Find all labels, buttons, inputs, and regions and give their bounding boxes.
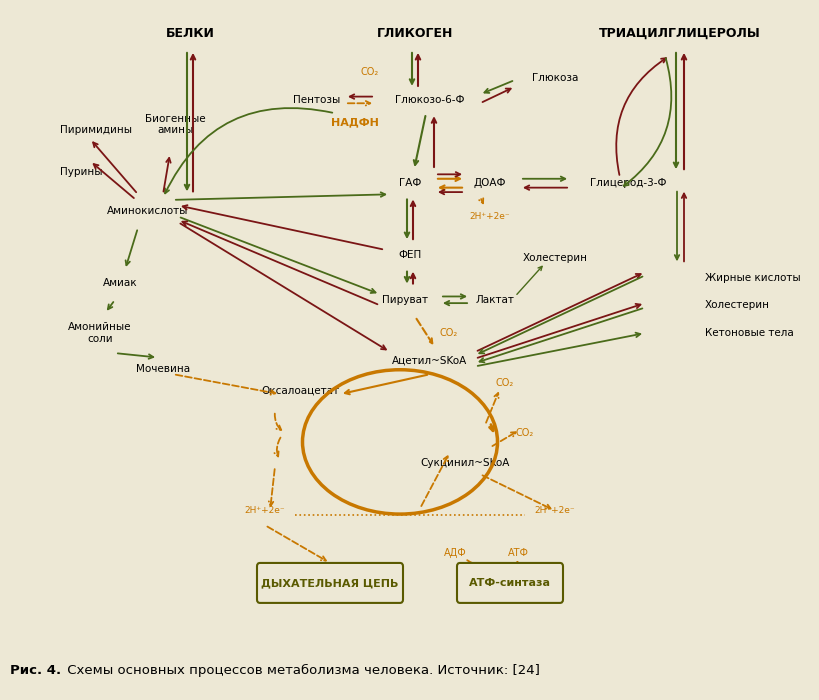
Text: Оксалоацетат: Оксалоацетат <box>261 386 339 396</box>
Text: Амиак: Амиак <box>102 278 138 288</box>
FancyBboxPatch shape <box>257 563 403 603</box>
Text: ТРИАЦИЛГЛИЦЕРОЛЫ: ТРИАЦИЛГЛИЦЕРОЛЫ <box>600 27 761 40</box>
Text: ДОАФ: ДОАФ <box>473 178 506 188</box>
Text: Глицерод-3-Ф: Глицерод-3-Ф <box>590 178 667 188</box>
Text: Сукцинил~SKoA: Сукцинил~SKoA <box>420 458 509 468</box>
Text: CO₂: CO₂ <box>495 378 514 388</box>
FancyBboxPatch shape <box>457 563 563 603</box>
Text: НАДФН: НАДФН <box>331 117 379 127</box>
Text: Пентозы: Пентозы <box>292 95 340 105</box>
Text: Пурины: Пурины <box>60 167 102 177</box>
Text: Биогенные
амины: Биогенные амины <box>145 113 206 135</box>
Text: Глюкозо-6-Ф: Глюкозо-6-Ф <box>396 95 464 105</box>
Text: Ацетил~SKoA: Ацетил~SKoA <box>392 356 468 366</box>
Text: CO₂: CO₂ <box>440 328 459 338</box>
Text: Жирные кислоты: Жирные кислоты <box>705 272 801 283</box>
Text: Лактат: Лактат <box>476 295 514 304</box>
Text: ДЫХАТЕЛЬНАЯ ЦЕПЬ: ДЫХАТЕЛЬНАЯ ЦЕПЬ <box>261 578 399 588</box>
Text: ГАФ: ГАФ <box>399 178 421 188</box>
Text: 2H⁺+2e⁻: 2H⁺+2e⁻ <box>469 212 510 221</box>
Text: CO₂: CO₂ <box>515 428 533 438</box>
Text: БЕЛКИ: БЕЛКИ <box>165 27 215 40</box>
Text: Холестерин: Холестерин <box>523 253 587 262</box>
Text: 2H⁺+2e⁻: 2H⁺+2e⁻ <box>535 506 575 515</box>
Text: Пиримидины: Пиримидины <box>60 125 132 135</box>
Text: ФЕП: ФЕП <box>398 251 422 260</box>
Text: АДФ: АДФ <box>444 548 466 558</box>
Text: Рис. 4.: Рис. 4. <box>10 664 61 677</box>
Text: Аминокислоты: Аминокислоты <box>107 206 188 216</box>
Text: Амонийные
соли: Амонийные соли <box>68 322 132 344</box>
Text: Мочевина: Мочевина <box>136 363 190 374</box>
Text: Пируват: Пируват <box>382 295 428 304</box>
Text: Глюкоза: Глюкоза <box>532 73 578 83</box>
Text: АТФ-синтаза: АТФ-синтаза <box>469 578 551 588</box>
Text: CO₂: CO₂ <box>361 67 379 77</box>
Text: Схемы основных процессов метаболизма человека. Источник: [24]: Схемы основных процессов метаболизма чел… <box>63 664 540 677</box>
Text: ГЛИКОГЕН: ГЛИКОГЕН <box>377 27 453 40</box>
Text: Холестерин: Холестерин <box>705 300 770 310</box>
Text: Кетоновые тела: Кетоновые тела <box>705 328 794 338</box>
Text: 2H⁺+2e⁻: 2H⁺+2e⁻ <box>245 506 285 515</box>
Text: АТФ: АТФ <box>508 548 528 558</box>
